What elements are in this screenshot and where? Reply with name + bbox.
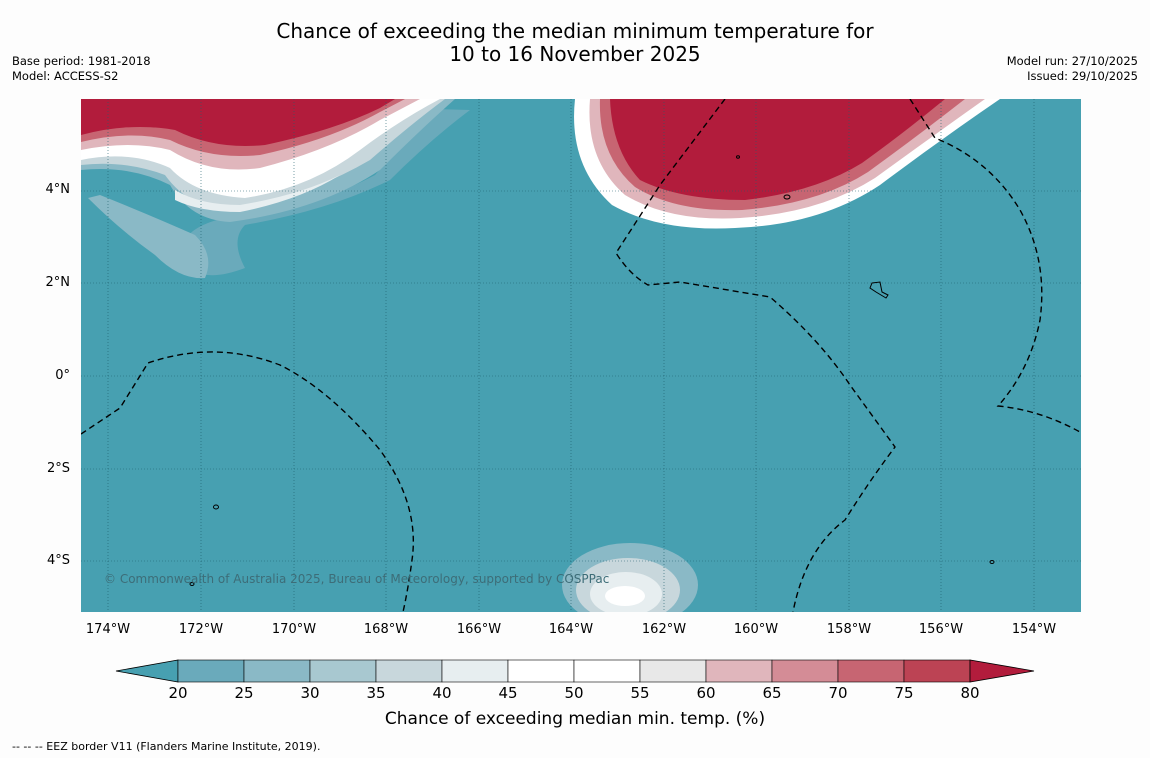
- lon-label-168w: 168°W: [363, 622, 409, 637]
- colorbar-segment: [705, 659, 773, 683]
- colorbar-tick-50: 50: [564, 684, 584, 702]
- colorbar-title: Chance of exceeding median min. temp. (%…: [384, 709, 766, 729]
- lat-label-2s: 2°S: [46, 461, 70, 476]
- eez-border-east: [909, 99, 1081, 433]
- map-area: [81, 99, 1081, 612]
- copyright-notice: © Commonwealth of Australia 2025, Bureau…: [104, 572, 610, 586]
- colorbar-tick-55: 55: [630, 684, 650, 702]
- colorbar-segment: [441, 659, 509, 683]
- issued-date: Issued: 29/10/2025: [1027, 69, 1138, 83]
- colorbar-tick-75: 75: [894, 684, 914, 702]
- meta-right: Model run: 27/10/2025 Issued: 29/10/2025: [1007, 54, 1138, 84]
- meta-left: Base period: 1981-2018 Model: ACCESS-S2: [12, 54, 151, 84]
- islands: [189, 155, 995, 586]
- lat-label-2n: 2°N: [45, 275, 71, 290]
- lon-label-154w: 154°W: [1011, 622, 1057, 637]
- northeast-anomaly-region: [574, 99, 1000, 229]
- colorbar: [115, 659, 1035, 683]
- colorbar-segment: [177, 659, 245, 683]
- lon-label-174w: 174°W: [85, 622, 131, 637]
- lat-label-4n: 4°N: [45, 182, 71, 197]
- base-period: Base period: 1981-2018: [12, 54, 151, 68]
- colorbar-tick-20: 20: [168, 684, 188, 702]
- model-run: Model run: 27/10/2025: [1006, 54, 1138, 68]
- lon-label-160w: 160°W: [733, 622, 779, 637]
- colorbar-tick-25: 25: [234, 684, 254, 702]
- model-name: Model: ACCESS-S2: [12, 69, 119, 83]
- lat-label-4s: 4°S: [46, 553, 70, 568]
- colorbar-extend-low: [115, 659, 179, 683]
- eez-borders: [81, 99, 1081, 612]
- eez-footnote: -- -- -- EEZ border V11 (Flanders Marine…: [12, 740, 321, 753]
- lon-label-164w: 164°W: [548, 622, 594, 637]
- colorbar-segment: [837, 659, 905, 683]
- lon-label-158w: 158°W: [826, 622, 872, 637]
- lon-label-172w: 172°W: [178, 622, 224, 637]
- island-south-west: [189, 582, 195, 586]
- title-line-1: Chance of exceeding the median minimum t…: [276, 19, 874, 43]
- colorbar-segment: [375, 659, 443, 683]
- colorbar-extend-high: [969, 659, 1035, 683]
- lat-label-0: 0°: [55, 368, 70, 383]
- colorbar-segment: [309, 659, 377, 683]
- northwest-anomaly-region: [81, 99, 470, 279]
- colorbar-tick-70: 70: [828, 684, 848, 702]
- eez-border-central: [615, 99, 896, 612]
- colorbar-tick-80: 80: [960, 684, 980, 702]
- lon-label-156w: 156°W: [918, 622, 964, 637]
- colorbar-tick-45: 45: [498, 684, 518, 702]
- colorbar-tick-65: 65: [762, 684, 782, 702]
- colorbar-segment: [639, 659, 707, 683]
- colorbar-tick-35: 35: [366, 684, 386, 702]
- island-flint: [989, 560, 995, 564]
- colorbar-segment: [771, 659, 839, 683]
- island-kiritimati: [869, 281, 889, 299]
- colorbar-segment: [243, 659, 311, 683]
- lon-label-162w: 162°W: [641, 622, 687, 637]
- island-teraina: [783, 194, 791, 200]
- island-small-north: [736, 155, 740, 159]
- island-swains: [213, 504, 219, 510]
- lon-label-166w: 166°W: [456, 622, 502, 637]
- eez-border-west: [81, 351, 415, 612]
- colorbar-segment: [507, 659, 575, 683]
- colorbar-segment: [573, 659, 641, 683]
- colorbar-tick-30: 30: [300, 684, 320, 702]
- colorbar-tick-60: 60: [696, 684, 716, 702]
- map-title: Chance of exceeding the median minimum t…: [0, 20, 1150, 66]
- title-line-2: 10 to 16 November 2025: [449, 42, 701, 66]
- colorbar-tick-40: 40: [432, 684, 452, 702]
- colorbar-segment: [903, 659, 971, 683]
- lon-label-170w: 170°W: [271, 622, 317, 637]
